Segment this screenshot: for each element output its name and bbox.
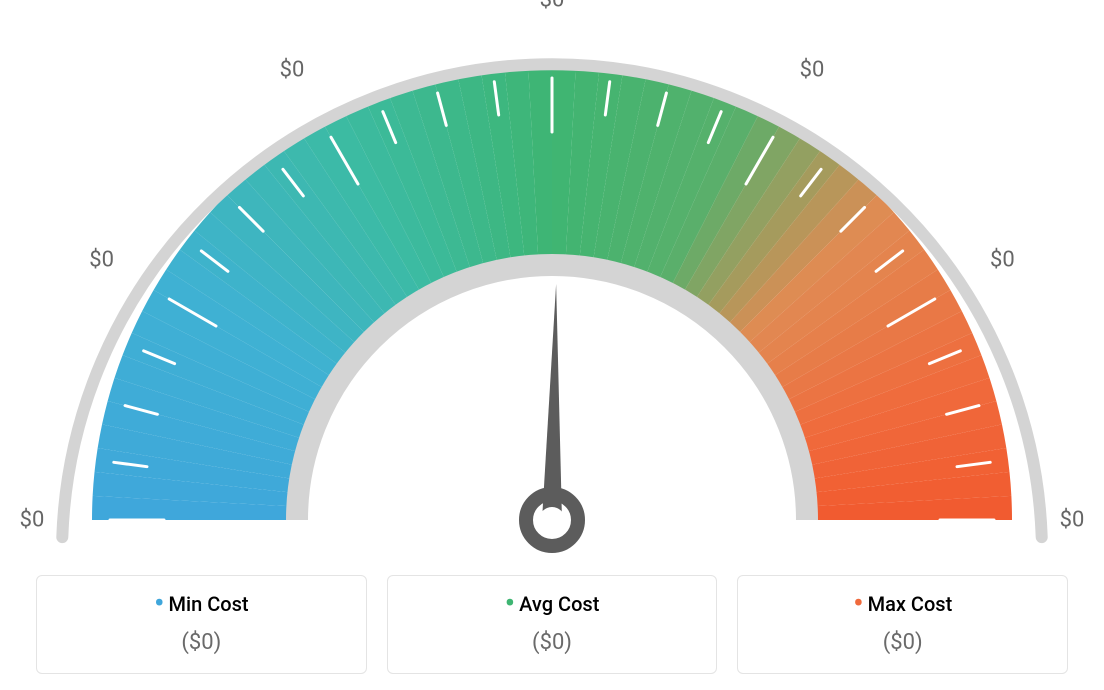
legend-max-label: Max Cost	[868, 592, 953, 616]
legend-avg-value: ($0)	[398, 630, 707, 655]
legend-min-dot: •	[154, 586, 165, 621]
gauge-tick-label: $0	[800, 57, 825, 82]
legend-avg-title: •Avg Cost	[398, 592, 707, 616]
legend-box-min: •Min Cost ($0)	[36, 575, 367, 674]
legend-box-max: •Max Cost ($0)	[737, 575, 1068, 674]
gauge-tick-label: $0	[1060, 508, 1085, 533]
legend-max-title: •Max Cost	[748, 592, 1057, 616]
legend-min-value: ($0)	[47, 630, 356, 655]
legend-min-title: •Min Cost	[47, 592, 356, 616]
legend-min-label: Min Cost	[169, 592, 249, 616]
legend-avg-label: Avg Cost	[519, 592, 599, 616]
legend-box-avg: •Avg Cost ($0)	[387, 575, 718, 674]
gauge-tick-label: $0	[540, 0, 565, 13]
gauge-svg	[0, 0, 1104, 560]
gauge-tick-label: $0	[20, 508, 45, 533]
gauge-tick-label: $0	[89, 248, 114, 273]
gauge-tick-label: $0	[280, 57, 305, 82]
legend-row: •Min Cost ($0) •Avg Cost ($0) •Max Cost …	[36, 575, 1068, 674]
gauge-tick-label: $0	[990, 248, 1015, 273]
legend-avg-dot: •	[505, 586, 516, 621]
gauge-chart: $0 $0 $0 $0 $0 $0 $0	[0, 0, 1104, 560]
legend-max-value: ($0)	[748, 630, 1057, 655]
legend-max-dot: •	[853, 586, 864, 621]
